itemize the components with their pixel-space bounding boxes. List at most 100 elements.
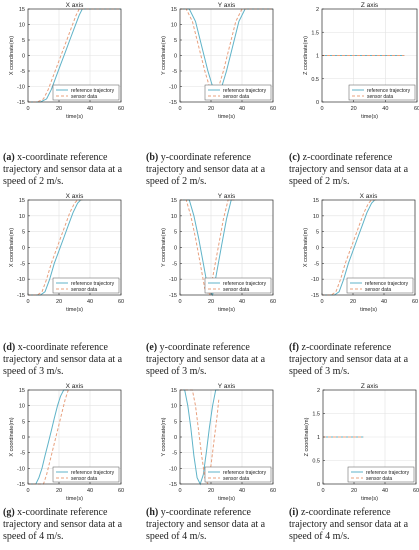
caption-3: (c) z-coordinate reference trajectory an… [289,152,417,188]
x-tick-label: 40 [239,488,245,494]
y-tick-label: 15 [19,388,25,394]
x-tick-label: 0 [178,299,181,305]
legend-box [204,84,272,101]
y-tick-label: 5 [316,230,319,236]
y-tick-label: -10 [17,277,25,283]
x-tick-label: 40 [382,106,388,112]
caption-4: (d) x-coordinate reference trajectory an… [3,342,141,378]
x-tick-label: 0 [321,488,324,494]
y-tick-label: 0 [22,435,25,441]
chart-8: 0 20 40 60 -15 -10 -5 0 5 10 15 Y axis time(s) Y coor… [161,383,276,502]
x-tick-label: 20 [56,106,62,112]
legend-reference-label: reference trajectory [367,88,411,94]
x-tick-label: 0 [26,299,29,305]
legend-box [204,277,272,294]
x-tick-label: 60 [118,488,124,494]
caption-text: z-coordinate reference trajectory and se… [289,507,409,542]
x-tick-label: 0 [178,488,181,494]
y-tick-label: -10 [169,277,177,283]
y-tick-label: 15 [19,198,25,204]
y-tick-label: 10 [313,214,319,220]
y-tick-label: 2 [317,388,320,394]
chart-title: X axis [66,193,84,200]
caption-9: (i) z-coordinate reference trajectory an… [289,507,417,543]
y-tick-label: 0 [174,246,177,252]
chart-title: Y axis [218,193,236,200]
series-reference-line [28,199,83,296]
legend-reference-label: reference trajectory [223,88,267,94]
y-tick-label: 1 [316,54,319,60]
y-axis-label: X coordinate(m) [9,228,15,267]
x-tick-label: 0 [320,299,323,305]
x-axis-label: time(s) [66,307,83,313]
y-tick-label: 5 [174,38,177,44]
caption-text: z-coordinate reference trajectory and se… [289,152,409,187]
legend-sensor-label: sensor data [223,476,249,482]
x-axis-label: time(s) [218,307,235,313]
legend-sensor-label: sensor data [367,94,393,100]
y-axis-label: X coordinate(m) [9,417,15,456]
x-axis-label: time(s) [218,114,235,120]
y-tick-label: 0 [174,435,177,441]
x-tick-label: 0 [320,106,323,112]
caption-text: z-coordinate reference trajectory and se… [289,342,409,377]
x-tick-label: 0 [26,488,29,494]
y-tick-label: 5 [22,38,25,44]
legend-sensor-label: sensor data [365,287,391,293]
legend-sensor-label: sensor data [71,476,97,482]
series-reference-line [322,199,377,296]
y-tick-label: 1 [317,435,320,441]
y-tick-label: 0 [174,54,177,60]
series-sensor-line [28,199,83,296]
caption-tag: (b) [146,152,159,163]
y-tick-label: 5 [174,419,177,425]
y-tick-label: 10 [19,214,25,220]
y-tick-label: 10 [171,23,177,29]
chart-title: X axis [66,2,84,9]
series-reference-line [28,8,121,103]
caption-tag: (e) [146,342,158,353]
y-tick-label: 0.5 [311,77,319,83]
y-tick-label: -15 [169,293,177,299]
y-tick-label: 0 [317,482,320,488]
chart-4: 0 20 40 60 -15 -10 -5 0 5 10 15 X axis time(s) X coor… [9,193,124,313]
y-tick-label: -15 [17,482,25,488]
caption-tag: (i) [289,507,299,518]
y-tick-label: -5 [314,261,319,267]
y-axis-label: Z coordinate(m) [304,417,310,456]
y-tick-label: 0 [22,54,25,60]
legend-box [204,466,272,483]
y-tick-label: 10 [171,404,177,410]
x-tick-label: 20 [351,488,357,494]
x-tick-label: 60 [270,106,276,112]
y-tick-label: 0 [316,246,319,252]
y-tick-label: 1.5 [311,30,319,36]
legend-box [348,84,416,101]
x-tick-label: 20 [351,106,357,112]
caption-tag: (g) [3,507,15,518]
y-tick-label: 10 [19,23,25,29]
chart-title: X axis [66,383,84,390]
legend-sensor-label: sensor data [71,94,97,100]
caption-tag: (a) [3,152,15,163]
caption-1: (a) x-coordinate reference trajectory an… [3,152,141,188]
x-tick-label: 40 [87,106,93,112]
caption-text: x-coordinate reference trajectory and se… [3,507,123,542]
y-tick-label: 15 [313,198,319,204]
y-tick-label: -10 [311,277,319,283]
x-tick-label: 60 [414,106,419,112]
y-axis-label: Y coordinate(m) [161,417,167,456]
x-axis-label: time(s) [360,307,377,313]
y-tick-label: 5 [174,230,177,236]
x-tick-label: 0 [26,106,29,112]
y-tick-label: -15 [17,293,25,299]
x-tick-label: 40 [239,106,245,112]
x-tick-label: 20 [56,299,62,305]
y-tick-label: -15 [311,293,319,299]
legend-sensor-label: sensor data [223,94,249,100]
x-axis-label: time(s) [361,114,378,120]
y-tick-label: -10 [169,85,177,91]
y-axis-label: X coordinate(m) [303,228,309,267]
y-tick-label: -10 [17,85,25,91]
y-tick-label: -5 [172,69,177,75]
